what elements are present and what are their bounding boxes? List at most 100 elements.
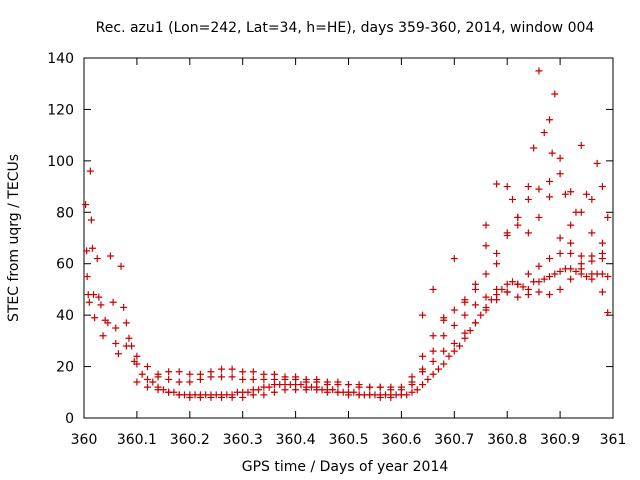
data-point: [546, 273, 554, 281]
y-tick-label: 80: [56, 205, 74, 221]
data-point: [450, 347, 458, 355]
data-point: [133, 352, 141, 360]
data-point: [297, 381, 305, 389]
data-point: [122, 342, 130, 350]
x-tick-label: 360.9: [540, 432, 580, 448]
data-point: [440, 347, 448, 355]
data-point: [429, 285, 437, 293]
data-point: [387, 393, 395, 401]
data-point: [95, 293, 103, 301]
data-point: [397, 386, 405, 394]
data-point: [503, 280, 511, 288]
data-point: [535, 262, 543, 270]
data-point: [186, 393, 194, 401]
data-point: [482, 221, 490, 229]
data-point: [207, 368, 215, 376]
data-point: [122, 319, 130, 327]
data-point: [540, 275, 548, 283]
data-point: [249, 375, 257, 383]
data-point: [572, 267, 580, 275]
y-tick-label: 20: [56, 360, 74, 376]
data-point: [83, 247, 91, 255]
data-point: [345, 381, 352, 389]
data-point: [493, 180, 501, 188]
data-point: [93, 255, 101, 263]
data-point: [255, 386, 263, 394]
data-point: [143, 375, 151, 383]
data-point: [109, 298, 117, 306]
data-point: [598, 270, 606, 278]
data-point: [175, 378, 183, 386]
data-point: [154, 373, 162, 381]
x-tick-label: 360.3: [223, 432, 263, 448]
data-point: [104, 319, 112, 327]
data-point: [556, 249, 564, 257]
data-point: [588, 275, 596, 283]
data-point: [524, 291, 532, 299]
data-point: [419, 311, 427, 319]
data-point: [588, 257, 596, 265]
data-point: [260, 370, 268, 378]
data-point: [97, 301, 105, 309]
data-point: [461, 298, 469, 306]
data-point: [355, 381, 363, 389]
data-point: [175, 391, 183, 399]
data-point: [112, 339, 120, 347]
data-point: [323, 388, 331, 396]
data-point: [429, 357, 437, 365]
data-point: [355, 391, 363, 399]
y-axis-title: STEC from uqrg / TECUs: [6, 154, 22, 322]
data-point: [117, 262, 125, 270]
data-point: [419, 365, 427, 373]
data-point: [440, 314, 448, 322]
data-point: [514, 293, 522, 301]
data-point: [567, 188, 575, 196]
data-point: [133, 378, 141, 386]
data-point: [556, 234, 564, 242]
data-point: [466, 327, 474, 335]
data-point: [519, 283, 527, 291]
data-point: [546, 291, 554, 299]
y-tick-label: 0: [65, 411, 74, 427]
data-point: [83, 273, 91, 281]
data-point: [561, 190, 569, 198]
data-point: [207, 393, 215, 401]
data-point: [120, 303, 128, 311]
data-point: [408, 388, 416, 396]
x-tick-label: 360.2: [170, 432, 210, 448]
x-tick-label: 360.1: [117, 432, 157, 448]
x-tick-label: 361: [600, 432, 627, 448]
data-point: [87, 216, 95, 224]
y-tick-label: 100: [47, 154, 74, 170]
data-point: [524, 183, 532, 191]
data-point: [265, 383, 273, 391]
data-point: [551, 90, 559, 98]
data-point: [196, 370, 204, 378]
data-point: [593, 159, 601, 167]
data-point: [598, 249, 606, 257]
data-point: [556, 285, 564, 293]
data-point: [450, 339, 458, 347]
data-point: [249, 368, 257, 376]
data-point: [551, 270, 559, 278]
data-point: [334, 388, 342, 396]
data-point: [450, 255, 458, 263]
y-tick-label: 120: [47, 102, 74, 118]
data-point: [292, 386, 300, 394]
data-point: [524, 195, 532, 203]
data-point: [88, 244, 96, 252]
data-point: [588, 195, 596, 203]
data-point: [604, 309, 612, 317]
data-point: [567, 265, 575, 273]
data-point: [186, 370, 194, 378]
x-tick-label: 360.6: [381, 432, 421, 448]
data-point: [546, 193, 554, 201]
data-point: [471, 280, 479, 288]
data-point: [546, 177, 554, 185]
x-tick-label: 360: [71, 432, 98, 448]
data-point: [366, 383, 374, 391]
data-point: [540, 129, 548, 137]
data-point: [350, 388, 358, 396]
data-point: [82, 201, 90, 209]
data-point: [477, 311, 485, 319]
